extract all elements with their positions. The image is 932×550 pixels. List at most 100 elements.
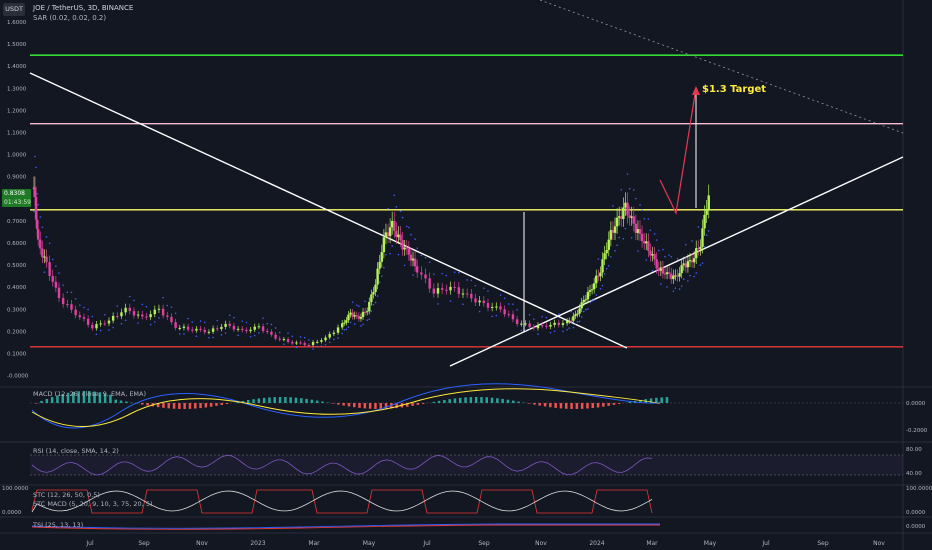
macd-histogram-bar bbox=[406, 403, 409, 407]
macd-histogram-bar bbox=[247, 400, 250, 403]
candle-body bbox=[686, 261, 690, 268]
x-tick-label: Jul bbox=[761, 540, 770, 547]
candle-body bbox=[420, 272, 423, 275]
sar-dot bbox=[549, 332, 552, 334]
current-price-tag: 0.8308 01:43:59 bbox=[2, 189, 31, 207]
sar-dot bbox=[453, 271, 456, 273]
candle-body bbox=[207, 331, 211, 333]
x-tick-label: Nov bbox=[873, 540, 885, 547]
candle-body bbox=[390, 220, 394, 228]
macd-histogram-bar bbox=[66, 392, 70, 403]
currency-button[interactable]: USDT bbox=[3, 3, 25, 16]
y-tick-label: -0.0000 bbox=[7, 374, 29, 380]
sar-dot bbox=[43, 271, 46, 273]
candle-body bbox=[609, 230, 613, 240]
sar-dot bbox=[610, 255, 612, 258]
sar-dot bbox=[333, 338, 335, 341]
x-tick-label: Sep bbox=[138, 540, 150, 547]
sar-dot bbox=[562, 330, 564, 333]
candle-body bbox=[697, 248, 700, 250]
candle-body bbox=[678, 273, 681, 277]
sar-dot bbox=[607, 265, 610, 267]
sar-dot bbox=[95, 333, 98, 336]
sar-dot bbox=[387, 207, 389, 210]
candle-body bbox=[35, 219, 39, 230]
candle-body bbox=[343, 322, 346, 324]
stc-macd-label: STC MACD (5, 20, 9, 10, 3, 75, 20, 5) bbox=[33, 500, 153, 508]
candle-body bbox=[368, 301, 371, 312]
sar-dot bbox=[689, 274, 691, 277]
candle-body bbox=[474, 298, 477, 303]
candle-body bbox=[449, 286, 452, 291]
macd-line bbox=[31, 383, 661, 429]
sar-dot bbox=[635, 197, 637, 200]
x-tick-label: Nov bbox=[196, 540, 208, 547]
sar-dot bbox=[324, 343, 327, 346]
candle-body bbox=[307, 345, 311, 347]
sar-dot bbox=[149, 323, 152, 326]
candle-body bbox=[457, 287, 461, 294]
candle-body bbox=[253, 326, 256, 330]
x-tick-label: Sep bbox=[817, 540, 829, 547]
sar-dot bbox=[462, 303, 464, 306]
candle-body bbox=[274, 334, 277, 339]
sar-dot bbox=[680, 285, 683, 287]
sar-dot bbox=[582, 310, 585, 313]
sar-dot bbox=[368, 318, 371, 321]
sar-dot bbox=[79, 304, 81, 306]
macd-histogram-bar bbox=[607, 403, 610, 406]
sar-dot bbox=[104, 313, 106, 316]
sar-dot bbox=[449, 300, 452, 302]
sar-dot bbox=[287, 332, 289, 334]
macd-histogram-bar bbox=[421, 403, 425, 404]
sar-dot bbox=[137, 322, 139, 324]
candle-body bbox=[216, 328, 219, 330]
sar-dot bbox=[639, 204, 641, 206]
macd-histogram-bar bbox=[337, 403, 340, 405]
sar-dot bbox=[141, 303, 144, 306]
candle-body bbox=[511, 314, 515, 320]
macd-histogram-bar bbox=[146, 403, 149, 406]
candle-body bbox=[361, 311, 365, 318]
candle-body bbox=[54, 281, 58, 288]
sar-dot bbox=[508, 303, 510, 305]
y-tick-label: 0.1000 bbox=[7, 351, 27, 357]
candle-body bbox=[103, 323, 107, 325]
candle-body bbox=[36, 229, 40, 240]
candle-body bbox=[393, 220, 396, 231]
tsi-signal-line bbox=[31, 524, 660, 530]
candle-body bbox=[524, 323, 527, 325]
macd-histogram-bar bbox=[527, 403, 531, 404]
sar-dot bbox=[618, 236, 620, 239]
macd-histogram-bar bbox=[252, 399, 255, 403]
candle-body bbox=[124, 307, 127, 313]
x-tick-label: Jul bbox=[422, 540, 431, 547]
macd-histogram-bar bbox=[178, 403, 181, 409]
candle-body bbox=[341, 323, 344, 328]
sar-dot bbox=[124, 319, 127, 322]
candle-body bbox=[601, 259, 604, 273]
macd-histogram-bar bbox=[485, 397, 488, 403]
macd-histogram-bar bbox=[45, 398, 49, 403]
candle-body bbox=[328, 334, 331, 338]
sar-dot bbox=[687, 280, 689, 282]
y-tick-label: 1.6000 bbox=[7, 20, 27, 26]
macd-histogram-bar bbox=[596, 403, 600, 408]
macd-histogram-bar bbox=[496, 398, 499, 403]
sar-dot bbox=[358, 305, 360, 307]
sar-dot bbox=[520, 329, 523, 332]
candle-body bbox=[655, 259, 658, 269]
sar-dot bbox=[153, 321, 156, 323]
macd-histogram-bar bbox=[443, 399, 446, 403]
candle-body bbox=[665, 272, 669, 275]
sar-dot bbox=[410, 233, 412, 236]
sar-dot bbox=[399, 210, 402, 212]
candle-body bbox=[170, 316, 173, 323]
macd-histogram-bar bbox=[591, 403, 594, 409]
sar-dot bbox=[383, 266, 385, 269]
sar-dot bbox=[174, 312, 177, 315]
sar-dot bbox=[120, 322, 123, 325]
macd-histogram-bar bbox=[77, 391, 80, 403]
candle-body bbox=[651, 254, 654, 256]
